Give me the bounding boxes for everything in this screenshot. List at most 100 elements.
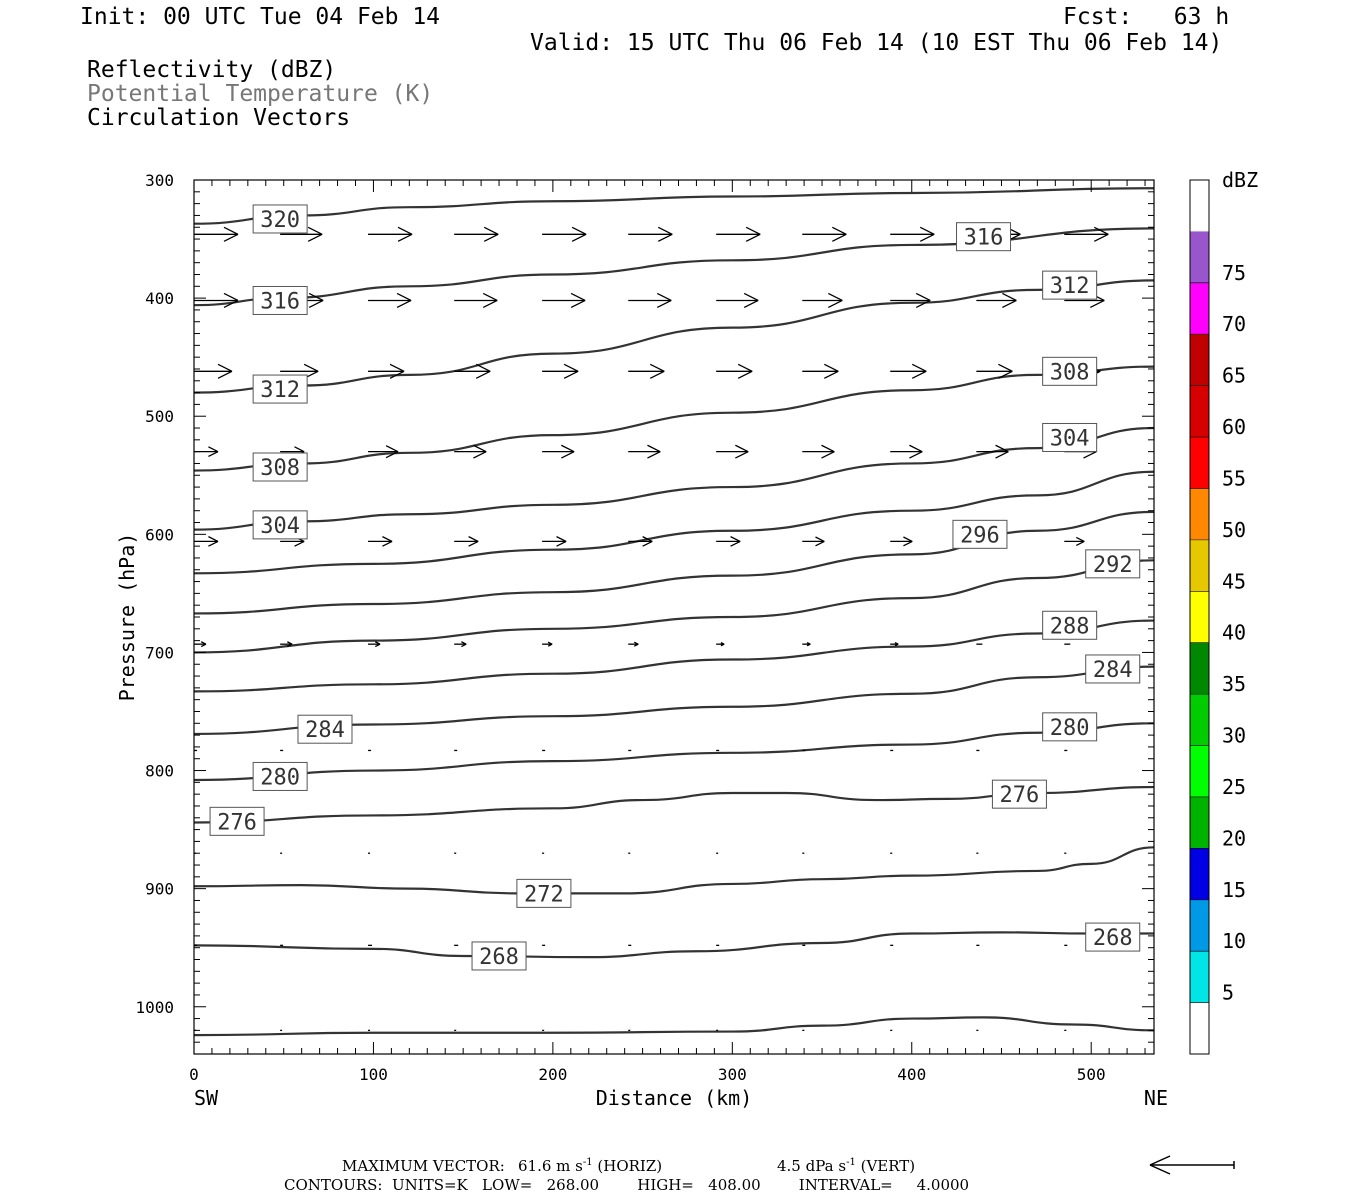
- reflectivity-colorbar: 5 10 15 20 25 30 35 40 45 50 55 60 65 70 75: [1189, 179, 1246, 1055]
- vector-arrow: [890, 536, 913, 547]
- vector-arrow: [628, 536, 653, 547]
- contour-label-box: [516, 878, 572, 908]
- colorbar-level-label: 5: [1222, 981, 1234, 1005]
- colorbar-bin: [1190, 437, 1209, 489]
- colorbar-level-label: 30: [1222, 724, 1246, 748]
- colorbar-bin: [1190, 385, 1209, 438]
- y-tick-label: 300: [145, 171, 174, 190]
- vector-arrow: [976, 363, 1013, 379]
- vector-arrow: [802, 444, 835, 459]
- contour-line-264: [193, 1016, 1155, 1037]
- colorbar-level-label: 75: [1222, 261, 1246, 285]
- contour-label-box: [1042, 270, 1098, 300]
- contour-label-box: [1042, 712, 1098, 742]
- contour-line-284: [193, 665, 1155, 736]
- colorbar-level-label: 70: [1222, 312, 1246, 336]
- y-tick-label: 500: [145, 407, 174, 426]
- vector-arrow: [542, 226, 587, 242]
- contour-label-box: [471, 941, 527, 971]
- vector-arrow: [890, 363, 927, 379]
- colorbar-bin: [1190, 951, 1209, 1003]
- vector-arrow: [1064, 226, 1109, 242]
- vector-arrow: [628, 641, 639, 647]
- contour-label-284: 284: [1093, 658, 1133, 683]
- contour-label-box: [297, 714, 353, 744]
- vector-arrow: [454, 641, 467, 648]
- x-tick-label: 0: [189, 1065, 199, 1084]
- contour-label-284: 284: [305, 718, 345, 743]
- contour-label-276: 276: [1000, 783, 1040, 808]
- vector-arrow: [454, 444, 487, 459]
- vector-arrow: [890, 641, 899, 647]
- field-potential-temperature: Potential Temperature (K): [87, 81, 434, 107]
- vector-arrow: [802, 363, 839, 379]
- colorbar-bin: [1190, 282, 1209, 335]
- vector-arrow: [890, 292, 931, 309]
- contour-label-272: 272: [524, 882, 564, 907]
- colorbar-frame: [1189, 179, 1210, 1055]
- colorbar-level-label: 60: [1222, 415, 1246, 439]
- contour-label-320: 320: [260, 208, 300, 233]
- contour-line-280: [193, 722, 1155, 782]
- contour-label-box: [1085, 922, 1141, 952]
- colorbar-unit: dBZ: [1222, 168, 1258, 192]
- colorbar-bin: [1190, 745, 1209, 797]
- vector-arrow: [716, 226, 761, 242]
- colorbar-level-label: 20: [1222, 826, 1246, 850]
- contour-label-box: [991, 779, 1047, 809]
- y-tick-label: 900: [145, 880, 174, 899]
- colorbar-bin: [1190, 694, 1209, 746]
- colorbar-bin: [1190, 334, 1209, 386]
- contour-label-316: 316: [260, 289, 300, 314]
- contour-label-268: 268: [479, 945, 519, 970]
- contour-label-box: [1042, 422, 1098, 452]
- colorbar-bin: [1190, 539, 1209, 592]
- colorbar-level-label: 50: [1222, 518, 1246, 542]
- contour-line-304: [193, 426, 1155, 531]
- vector-arrow: [368, 641, 381, 648]
- max-vector-horiz: 61.6 m s-1 (HORIZ): [518, 1157, 662, 1175]
- colorbar-bin: [1190, 1002, 1209, 1054]
- colorbar-bin: [1190, 848, 1209, 900]
- vector-arrow: [194, 536, 219, 547]
- x-axis-label: Distance (km): [596, 1086, 753, 1110]
- max-vector-vert-tag: (VERT): [860, 1157, 916, 1175]
- plot-frame: [193, 179, 1155, 1055]
- vector-arrow: [542, 641, 553, 647]
- vector-arrow: [368, 226, 413, 242]
- vector-arrow: [890, 226, 935, 242]
- vector-arrow: [716, 292, 759, 309]
- colorbar-level-label: 55: [1222, 466, 1246, 490]
- theta-contours: [193, 187, 1155, 1037]
- x-tick-label: 500: [1077, 1065, 1106, 1084]
- colorbar-bin: [1190, 899, 1209, 952]
- colorbar-level-label: 65: [1222, 364, 1246, 388]
- field-reflectivity: Reflectivity (dBZ): [87, 57, 337, 83]
- contour-label-276: 276: [217, 810, 257, 835]
- contour-labels: 3203163163123123083083043042962922882842…: [209, 204, 1141, 971]
- contour-label-box: [952, 519, 1008, 549]
- vector-arrow: [802, 292, 843, 309]
- contours-info: CONTOURS: UNITS=K LOW= 268.00 HIGH= 408.…: [284, 1176, 970, 1194]
- contour-label-308: 308: [1050, 360, 1090, 385]
- contour-label-box: [1042, 610, 1098, 640]
- vector-arrow: [542, 536, 567, 547]
- contour-label-268: 268: [1093, 926, 1133, 951]
- vector-arrow: [542, 363, 579, 379]
- vector-arrow: [368, 445, 399, 459]
- contour-label-292: 292: [1093, 553, 1133, 578]
- x-tick-label: 300: [718, 1065, 747, 1084]
- vector-arrow: [454, 292, 498, 309]
- y-axis-label: Pressure (hPa): [115, 533, 139, 702]
- colorbar-bin: [1190, 488, 1209, 540]
- vector-arrow: [454, 363, 491, 379]
- contour-label-296: 296: [960, 523, 1000, 548]
- contour-label-304: 304: [260, 514, 300, 539]
- contour-line-268: [193, 931, 1154, 959]
- field-circulation-vectors: Circulation Vectors: [87, 105, 351, 131]
- vector-arrow: [194, 226, 239, 242]
- colorbar-level-label: 35: [1222, 672, 1246, 696]
- contour-label-box: [209, 806, 265, 836]
- vector-arrow: [454, 536, 479, 547]
